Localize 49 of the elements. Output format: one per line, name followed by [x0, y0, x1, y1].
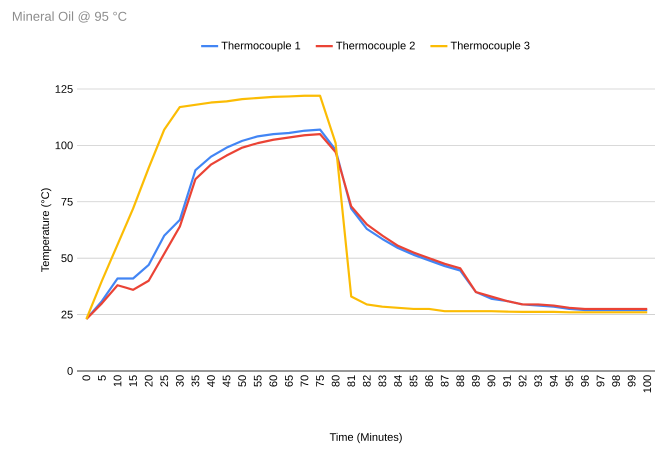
x-tick-label: 75: [316, 375, 324, 387]
x-tick-label: 40: [207, 375, 215, 387]
x-tick-label: 88: [456, 375, 464, 387]
x-tick-label: 89: [472, 375, 480, 387]
legend-label: Thermocouple 2: [336, 41, 415, 52]
x-tick-label: 87: [440, 375, 449, 387]
x-tick-label: 85: [410, 375, 418, 387]
y-axis-title: Temperature (°C): [41, 188, 52, 272]
legend-label: Thermocouple 1: [221, 41, 300, 52]
x-tick-label: 96: [581, 375, 589, 387]
y-tick-label: 50: [61, 254, 73, 262]
x-tick-label: 60: [269, 375, 278, 387]
x-tick-label: 98: [612, 375, 620, 387]
x-tick-label: 97: [596, 375, 604, 387]
x-tick-label: 20: [144, 375, 153, 387]
x-tick-label: 100: [643, 375, 652, 392]
x-axis-title: Time (Minutes): [330, 432, 402, 444]
x-tick-label: 5: [98, 375, 106, 381]
x-tick-label: 10: [114, 375, 122, 386]
x-tick-label: 35: [192, 375, 200, 387]
x-tick-label: 15: [129, 375, 137, 386]
x-tick-label: 65: [284, 375, 293, 387]
x-tick-label: 84: [394, 375, 402, 387]
x-tick-label: 45: [222, 375, 230, 387]
x-tick-label: 0: [82, 375, 90, 381]
x-tick-label: 81: [347, 375, 356, 387]
x-tick-label: 55: [254, 375, 262, 387]
chart-title: Mineral Oil @ 95 °C: [12, 11, 127, 23]
x-tick-label: 99: [628, 375, 636, 387]
y-tick-label: 100: [56, 141, 73, 150]
x-tick-label: 93: [534, 375, 542, 387]
x-tick-label: 91: [503, 375, 511, 387]
y-tick-label: 125: [56, 85, 73, 93]
x-tick-label: 92: [518, 375, 526, 387]
x-tick-label: 90: [488, 375, 496, 387]
x-tick-label: 70: [300, 375, 308, 387]
y-tick-label: 75: [61, 198, 73, 206]
x-tick-label: 82: [362, 375, 371, 387]
x-tick-label: 50: [238, 375, 246, 387]
y-tick-label: 0: [67, 367, 73, 375]
x-tick-label: 80: [332, 375, 340, 387]
x-tick-label: 94: [550, 375, 558, 387]
x-tick-label: 83: [378, 375, 386, 387]
x-tick-label: 95: [565, 375, 574, 387]
y-tick-label: 25: [61, 310, 73, 318]
x-tick-label: 86: [425, 375, 433, 387]
x-tick-label: 25: [160, 375, 168, 387]
x-tick-label: 30: [176, 375, 184, 387]
legend-label: Thermocouple 3: [450, 41, 530, 52]
